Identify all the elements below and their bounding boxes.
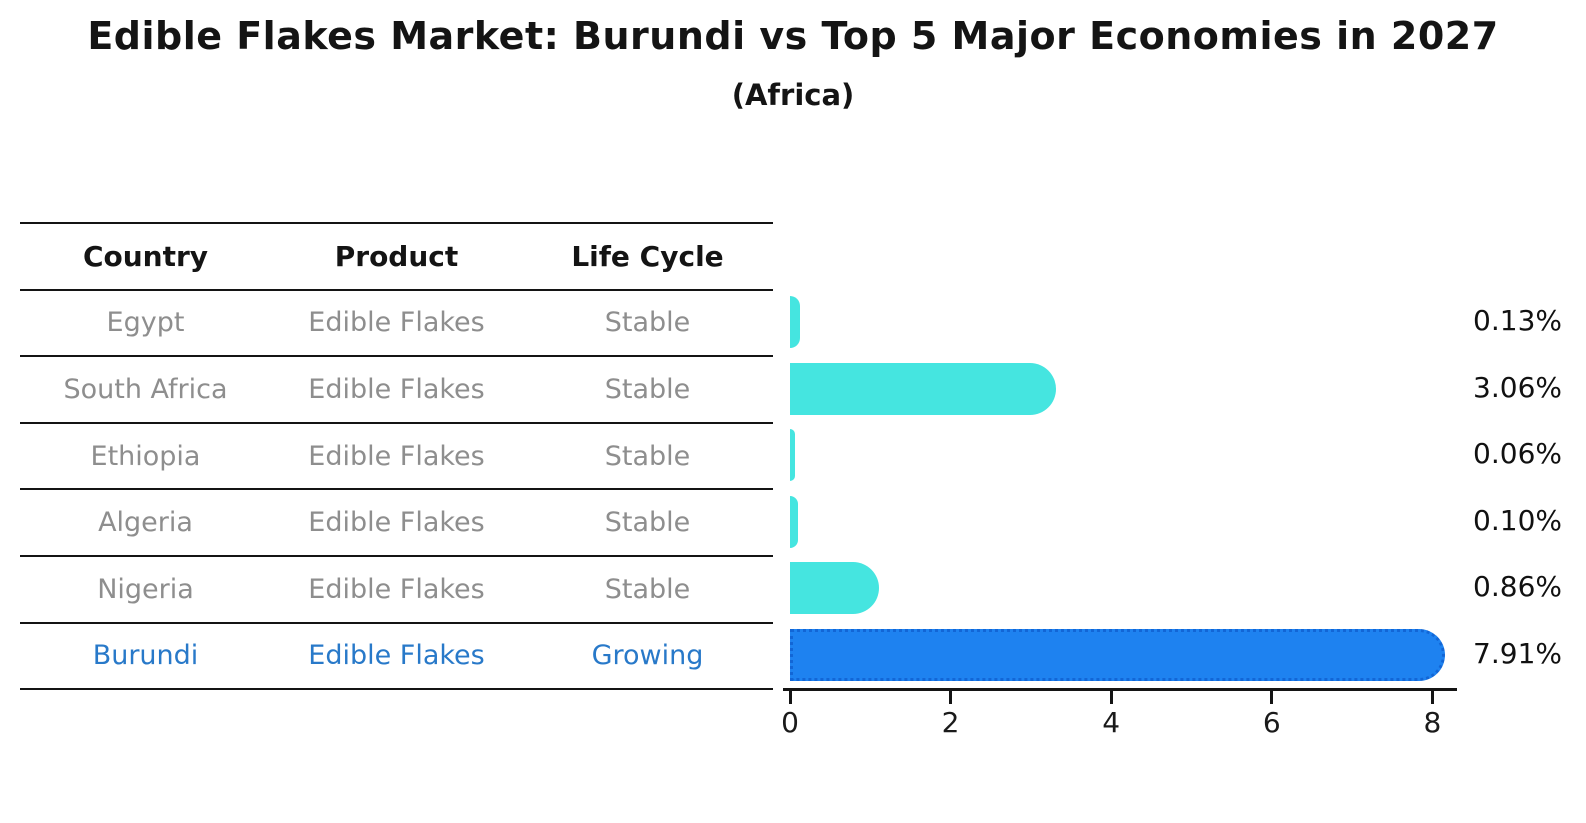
table-cell-product: Edible Flakes	[308, 640, 485, 672]
table-row: Egypt Edible Flakes Stable	[20, 288, 773, 356]
bar-ethiopia	[790, 429, 795, 482]
table-cell-country: Nigeria	[97, 573, 194, 605]
bar-value-label: 0.13%	[1473, 303, 1562, 337]
table-cell-life-cycle: Stable	[604, 573, 691, 605]
comparison-table: Country Product Life Cycle Egypt Edible Flak…	[20, 222, 773, 691]
bar-value-label: 0.10%	[1473, 503, 1562, 537]
table-row: South Africa Edible Flakes Stable	[20, 355, 773, 422]
bar-value-label: 3.06%	[1473, 370, 1562, 404]
table-cell-life-cycle: Stable	[604, 307, 691, 339]
table-cell-country: Algeria	[98, 507, 193, 539]
table-cell-product: Edible Flakes	[308, 573, 485, 605]
table-cell-life-cycle: Stable	[604, 373, 691, 405]
table-header-row: Country Product Life Cycle	[20, 222, 773, 289]
chart-title: Edible Flakes Market: Burundi vs Top 5 M…	[87, 14, 1499, 58]
x-axis-tick	[1270, 691, 1274, 704]
table-cell-product: Edible Flakes	[308, 307, 485, 339]
x-axis-tick	[788, 691, 792, 704]
table-cell-life-cycle: Stable	[604, 440, 691, 472]
chart-subtitle: (Africa)	[731, 78, 855, 112]
x-axis	[783, 688, 1457, 691]
table-cell-product: Edible Flakes	[308, 440, 485, 472]
column-header-product: Product	[334, 239, 459, 273]
table-cell-life-cycle: Growing	[591, 640, 704, 672]
table-row: Ethiopia Edible Flakes Stable	[20, 421, 773, 489]
bar-egypt	[790, 295, 801, 348]
x-axis-tick	[949, 691, 953, 704]
table-row: Nigeria Edible Flakes Stable	[20, 554, 773, 622]
table-row: Algeria Edible Flakes Stable	[20, 488, 773, 555]
table-cell-product: Edible Flakes	[308, 507, 485, 539]
bar-value-label: 0.86%	[1473, 570, 1562, 604]
bar-value-label: 7.91%	[1473, 636, 1562, 670]
bar-value-label: 0.06%	[1473, 437, 1562, 471]
x-axis-tick	[1109, 691, 1113, 704]
column-header-country: Country	[82, 239, 209, 273]
x-axis-tick-label: 6	[1262, 706, 1281, 739]
bar-south-africa	[790, 362, 1056, 415]
x-axis-tick-label: 8	[1423, 706, 1442, 739]
column-header-life-cycle: Life Cycle	[571, 239, 724, 273]
x-axis-tick	[1430, 691, 1434, 704]
bar-burundi	[790, 628, 1446, 681]
x-axis-tick-label: 2	[941, 706, 960, 739]
table-row: Burundi Edible Flakes Growing	[20, 621, 773, 689]
table-cell-product: Edible Flakes	[308, 373, 485, 405]
x-axis-tick-label: 4	[1102, 706, 1121, 739]
bar-nigeria	[790, 562, 880, 615]
table-cell-country: Egypt	[106, 307, 185, 339]
table-cell-life-cycle: Stable	[604, 507, 691, 539]
bar-algeria	[790, 495, 799, 548]
x-axis-tick-label: 0	[781, 706, 799, 739]
table-cell-country: Burundi	[92, 640, 199, 672]
table-cell-country: South Africa	[63, 373, 228, 405]
table-cell-country: Ethiopia	[90, 440, 201, 472]
